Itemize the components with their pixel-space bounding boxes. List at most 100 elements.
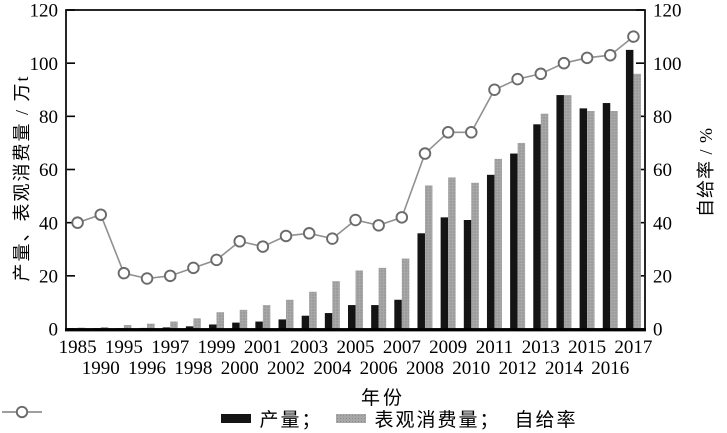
x-tick-label: 2000 — [221, 358, 259, 379]
x-tick-label: 1997 — [151, 337, 189, 358]
self-sufficiency-line — [77, 35, 634, 280]
x-tick-label: 2011 — [476, 337, 513, 358]
bar-production — [579, 108, 588, 329]
x-tick-label: 2009 — [429, 337, 467, 358]
bar-consumption — [193, 318, 201, 329]
legend-item-2: 自给率 — [2, 405, 578, 432]
line-marker-circle — [163, 269, 177, 283]
line-marker-circle — [256, 240, 270, 253]
y-tick-label-left: 80 — [39, 107, 58, 128]
bar-consumption — [262, 305, 271, 329]
line-marker-circle — [395, 211, 409, 224]
y-tick-label-right: 100 — [653, 54, 682, 75]
legend-label: 自给率 — [514, 409, 578, 431]
x-tick-label: 1985 — [59, 337, 97, 358]
line-marker-circle — [94, 208, 107, 221]
production-bar-swatch-icon — [221, 413, 252, 423]
legend-label: 表观消费量； — [374, 409, 501, 431]
bar-consumption — [494, 158, 502, 329]
bar-production — [232, 322, 240, 329]
x-tick-label: 2007 — [383, 337, 421, 358]
x-tick-label: 2015 — [568, 337, 606, 358]
bar-consumption — [448, 177, 456, 329]
x-tick-label: 2001 — [244, 337, 282, 358]
y-tick-label-left: 20 — [39, 266, 58, 287]
bars-production — [70, 49, 634, 330]
line-marker-icon — [2, 405, 42, 419]
bar-consumption — [540, 113, 549, 329]
bar-consumption — [633, 73, 641, 329]
bar-consumption — [286, 299, 294, 329]
x-tick-label: 2004 — [313, 358, 352, 379]
bar-consumption — [471, 182, 479, 329]
line-marker-circle — [534, 67, 548, 81]
line-marker-circle — [511, 72, 524, 86]
bar-consumption — [424, 185, 433, 329]
legend-item-0: 产量； — [221, 405, 322, 432]
bar-production — [348, 305, 356, 329]
line-marker-circle — [488, 83, 501, 96]
x-tick-label: 2010 — [452, 358, 490, 379]
legend-label: 产量； — [259, 409, 323, 431]
y-tick-label-right: 0 — [653, 320, 663, 341]
bar-production — [324, 313, 333, 329]
line-marker-circle — [210, 253, 223, 267]
line-marker-circle — [627, 30, 640, 43]
bar-consumption — [216, 312, 225, 329]
x-tick-label: 1998 — [174, 358, 212, 379]
bar-production — [625, 49, 634, 329]
line-marker-circle — [604, 48, 617, 62]
line-marker-circle — [279, 229, 293, 243]
bar-consumption — [147, 323, 155, 329]
x-tick-label: 2014 — [545, 358, 584, 379]
bar-consumption — [123, 325, 132, 329]
x-tick-label: 2008 — [406, 358, 444, 379]
bar-consumption — [563, 95, 572, 329]
line-marker-circle — [372, 219, 385, 232]
line-marker-circle — [326, 232, 339, 245]
x-tick-label: 2013 — [522, 337, 560, 358]
bar-consumption — [170, 321, 178, 329]
bar-production — [185, 326, 194, 329]
line-marker-circle — [580, 51, 594, 65]
bar-production — [463, 220, 472, 329]
line-markers — [71, 30, 640, 285]
bar-consumption — [309, 291, 317, 329]
y-axis-title-right: 自给率 / % — [696, 127, 716, 217]
bar-production — [440, 217, 449, 329]
y-tick-label-left: 100 — [30, 54, 59, 75]
bar-consumption — [100, 327, 109, 329]
x-tick-label: 1990 — [82, 358, 120, 379]
x-tick-label: 2006 — [360, 358, 398, 379]
x-tick-label: 1999 — [198, 337, 236, 358]
bar-production — [371, 305, 379, 329]
line-marker-circle — [349, 213, 362, 227]
y-axis-ticks: 0 0 20 20 40 40 60 60 80 80 100 100 120 120 — [30, 1, 682, 341]
line-marker-circle — [465, 126, 478, 139]
line-marker-circle — [418, 147, 432, 160]
x-tick-label: 2016 — [591, 358, 629, 379]
x-tick-label: 2012 — [499, 358, 537, 379]
y-tick-label-right: 120 — [653, 1, 682, 22]
line-marker-circle — [187, 261, 200, 275]
bar-production — [394, 299, 402, 329]
x-tick-label: 2003 — [290, 337, 328, 358]
bar-consumption — [378, 267, 387, 329]
x-tick-label: 2002 — [267, 358, 305, 379]
bar-production — [602, 103, 611, 330]
y-tick-label-right: 20 — [653, 266, 672, 287]
x-tick-label: 2005 — [337, 337, 375, 358]
bar-consumption — [401, 258, 410, 329]
line-marker-circle — [302, 227, 316, 240]
consumption-bar-swatch-icon — [336, 413, 367, 423]
y-tick-label-right: 80 — [653, 107, 672, 128]
y-tick-label-right: 40 — [653, 213, 672, 234]
bar-production — [486, 174, 495, 329]
y-tick-label-left: 120 — [30, 1, 59, 22]
bar-consumption — [587, 111, 595, 330]
y-tick-label-left: 40 — [39, 213, 58, 234]
x-tick-label: 1995 — [105, 337, 143, 358]
bar-consumption — [517, 142, 526, 329]
